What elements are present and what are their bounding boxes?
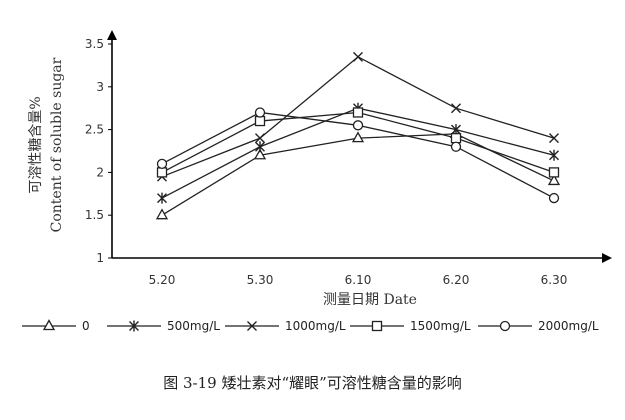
legend-item: 2000mg/L — [478, 319, 599, 333]
series-group — [156, 107, 560, 204]
chart-axes — [107, 30, 612, 263]
point-marker-circle — [450, 141, 462, 152]
x-axis-label: 测量日期 Date — [323, 292, 417, 308]
point-marker-square — [156, 167, 168, 178]
y-tick-label: 2.5 — [85, 123, 104, 137]
point-marker-cross — [549, 133, 559, 144]
y-tick-label: 3 — [96, 80, 104, 94]
x-tick-label: 6.30 — [541, 273, 568, 287]
point-marker-triangle — [253, 148, 267, 160]
x-tick-label: 6.10 — [345, 273, 372, 287]
point-marker-circle — [254, 107, 266, 118]
point-marker-cross — [353, 51, 363, 62]
point-marker-square — [254, 115, 266, 127]
legend-item: 500mg/L — [107, 319, 220, 333]
line-chart: 1 1.5 2 2.5 3 3.5 5.20 5.30 6.10 6.20 6.30 测量日期 Da… — [22, 30, 612, 333]
legend-label: 2000mg/L — [538, 319, 599, 333]
point-marker-asterisk — [549, 149, 559, 161]
point-marker-triangle — [155, 208, 169, 220]
point-marker-square — [352, 107, 364, 118]
legend-item: 0 — [22, 319, 90, 333]
legend-item: 1000mg/L — [225, 319, 346, 333]
x-tick-label: 5.30 — [247, 273, 274, 287]
chart-axis-labels: 测量日期 Date 可溶性糖含量% Content of soluble sug… — [28, 57, 417, 308]
point-marker-square — [450, 133, 462, 144]
x-tick-label: 6.20 — [443, 273, 470, 287]
point-marker-asterisk — [129, 320, 139, 332]
legend-label: 1500mg/L — [410, 319, 471, 333]
point-marker-square — [548, 167, 560, 178]
legend-label: 500mg/L — [167, 319, 220, 333]
legend-label: 1000mg/L — [285, 319, 346, 333]
point-marker-cross — [255, 133, 265, 144]
point-marker-asterisk — [157, 192, 167, 204]
x-axis-arrowhead — [602, 253, 612, 263]
legend-item: 1500mg/L — [350, 319, 471, 333]
point-marker-circle — [499, 320, 511, 332]
point-marker-cross — [247, 321, 257, 331]
point-marker-triangle — [42, 319, 56, 331]
y-axis-arrowhead — [107, 30, 117, 40]
x-tick-label: 5.20 — [149, 273, 176, 287]
point-marker-circle — [352, 120, 364, 131]
series-group — [155, 127, 561, 220]
figure-caption: 图 3-19 矮壮素对“耀眼”可溶性糖含量的影响 — [163, 374, 462, 392]
y-tick-label: 1 — [96, 251, 104, 265]
chart-series — [155, 51, 561, 220]
y-tick-label: 3.5 — [85, 37, 104, 51]
y-axis-label: 可溶性糖含量% — [28, 96, 44, 193]
chart-ticks: 1 1.5 2 2.5 3 3.5 5.20 5.30 6.10 6.20 6.30 — [85, 37, 567, 287]
series-group — [156, 107, 560, 178]
legend-label: 0 — [82, 319, 90, 333]
point-marker-triangle — [547, 174, 561, 186]
y-tick-label: 2 — [96, 165, 104, 179]
chart-legend: 0 500mg/L 1000mg/L 1500mg/L 2000mg/L — [22, 319, 599, 333]
series-line — [161, 133, 555, 216]
y-axis-label-en: Content of soluble sugar — [49, 57, 65, 232]
point-marker-circle — [548, 192, 560, 204]
point-marker-circle — [156, 158, 168, 169]
y-tick-label: 1.5 — [85, 208, 104, 222]
point-marker-triangle — [351, 131, 365, 143]
point-marker-asterisk — [255, 141, 265, 153]
point-marker-square — [371, 320, 383, 332]
point-marker-cross — [451, 103, 461, 114]
